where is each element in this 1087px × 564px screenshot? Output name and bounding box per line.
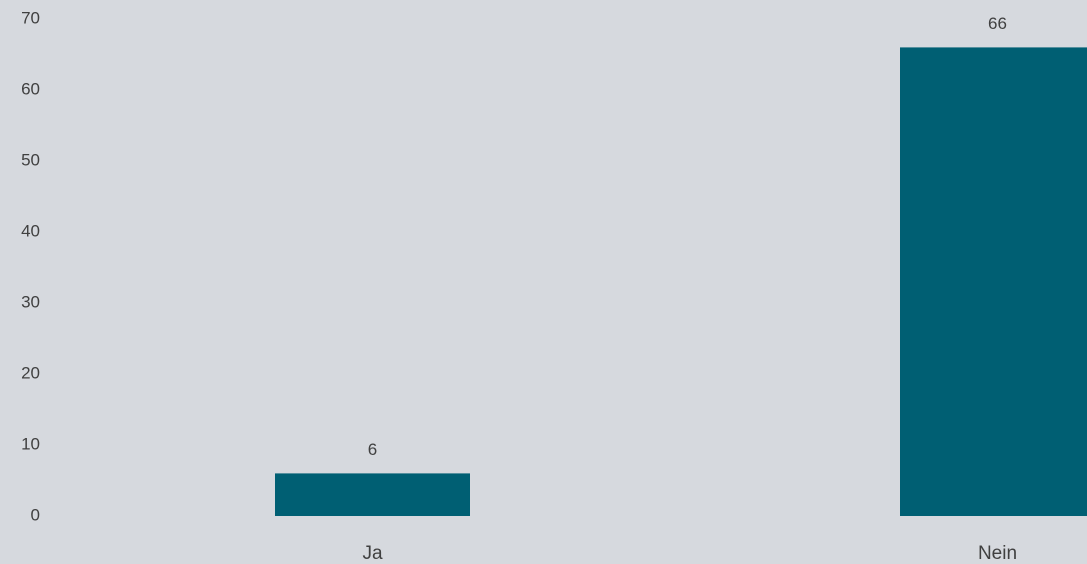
y-tick-label: 70 bbox=[21, 8, 40, 27]
y-tick-label: 10 bbox=[21, 434, 40, 453]
x-tick-label: Ja bbox=[362, 543, 383, 564]
y-tick-label: 40 bbox=[21, 221, 40, 240]
data-label: 66 bbox=[988, 14, 1007, 33]
y-tick-label: 0 bbox=[31, 505, 40, 524]
y-tick-label: 20 bbox=[21, 363, 40, 382]
x-tick-label: Nein bbox=[978, 543, 1017, 564]
bar bbox=[275, 473, 470, 516]
data-label: 6 bbox=[368, 440, 377, 459]
bar bbox=[900, 47, 1087, 517]
y-tick-label: 60 bbox=[21, 79, 40, 98]
y-tick-label: 50 bbox=[21, 150, 40, 169]
y-tick-label: 30 bbox=[21, 292, 40, 311]
